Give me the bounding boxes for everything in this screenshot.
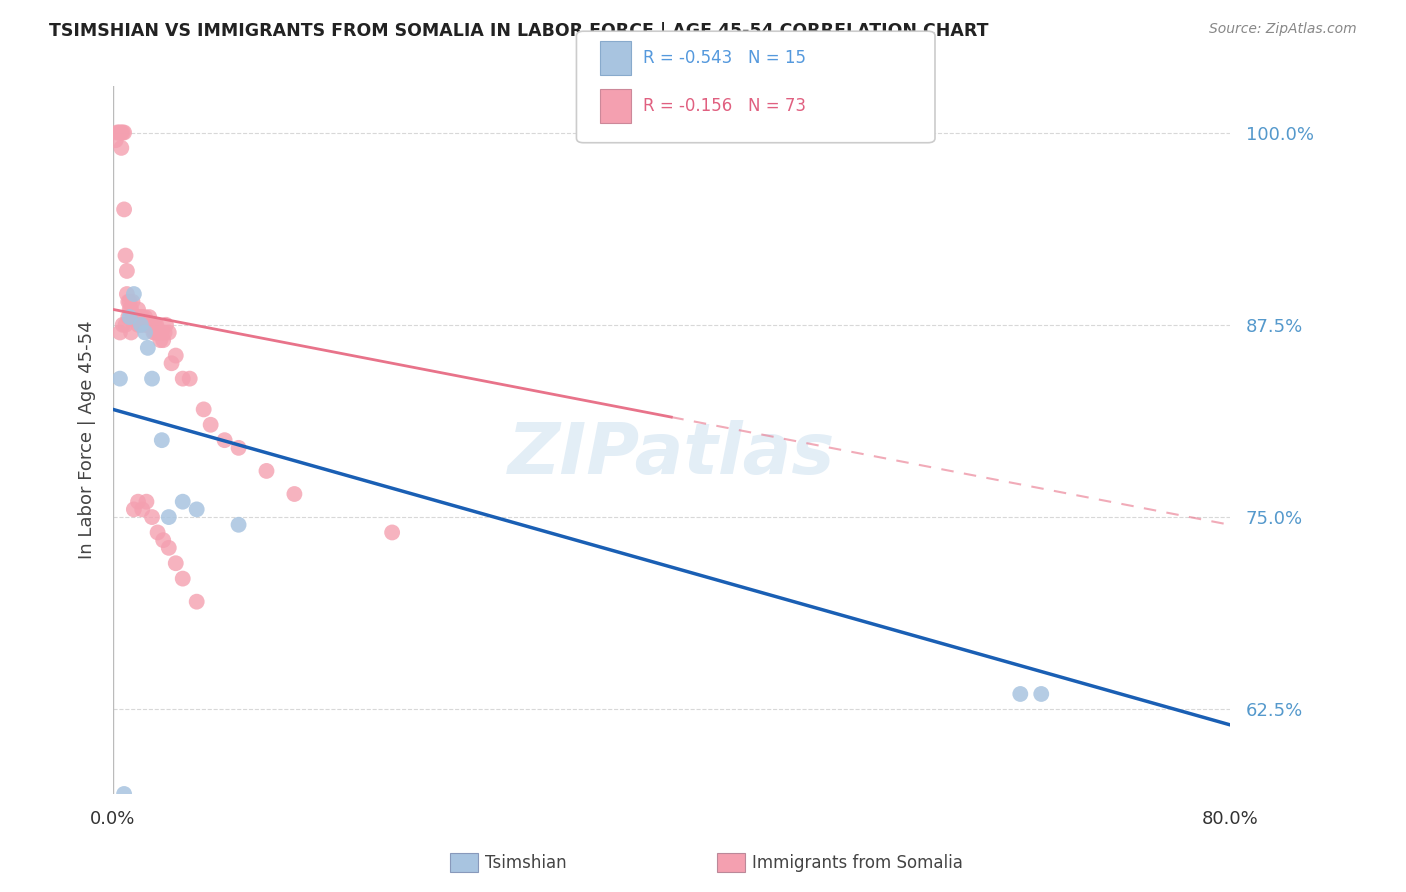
Point bbox=[141, 510, 163, 524]
Point bbox=[127, 494, 149, 508]
Point bbox=[127, 318, 149, 332]
Point bbox=[122, 310, 145, 324]
Point bbox=[136, 318, 159, 332]
Point bbox=[141, 371, 163, 385]
Point bbox=[179, 371, 201, 385]
Point bbox=[193, 402, 215, 417]
Point bbox=[1010, 687, 1032, 701]
Point bbox=[110, 126, 132, 140]
Text: Tsimshian: Tsimshian bbox=[485, 854, 567, 871]
Point bbox=[150, 433, 173, 447]
Point bbox=[256, 464, 278, 478]
Point bbox=[128, 310, 150, 324]
Point bbox=[122, 287, 145, 301]
Point bbox=[111, 126, 134, 140]
Point bbox=[153, 326, 176, 340]
Point bbox=[120, 326, 142, 340]
Point bbox=[283, 487, 305, 501]
Point bbox=[165, 556, 187, 570]
Text: TSIMSHIAN VS IMMIGRANTS FROM SOMALIA IN LABOR FORCE | AGE 45-54 CORRELATION CHAR: TSIMSHIAN VS IMMIGRANTS FROM SOMALIA IN … bbox=[49, 22, 988, 40]
Point bbox=[114, 249, 136, 263]
Point bbox=[148, 326, 170, 340]
Point bbox=[108, 126, 131, 140]
Point bbox=[152, 533, 174, 548]
Point bbox=[172, 494, 194, 508]
Point bbox=[155, 318, 177, 332]
Point bbox=[157, 510, 180, 524]
Point bbox=[200, 417, 222, 432]
Point bbox=[157, 541, 180, 555]
Point bbox=[214, 433, 236, 447]
Point bbox=[112, 787, 135, 801]
Point bbox=[228, 517, 250, 532]
Point bbox=[112, 126, 135, 140]
Point bbox=[120, 302, 142, 317]
Point bbox=[124, 310, 146, 324]
Point bbox=[141, 318, 163, 332]
Point bbox=[122, 502, 145, 516]
Point bbox=[118, 294, 141, 309]
Point bbox=[135, 318, 157, 332]
Point bbox=[131, 310, 153, 324]
Point bbox=[146, 525, 169, 540]
Text: R = -0.543   N = 15: R = -0.543 N = 15 bbox=[643, 49, 806, 67]
Point bbox=[138, 310, 160, 324]
Point bbox=[129, 310, 152, 324]
Point bbox=[149, 333, 172, 347]
Point bbox=[127, 302, 149, 317]
Point bbox=[186, 502, 208, 516]
Point bbox=[136, 341, 159, 355]
Point bbox=[160, 356, 183, 370]
Point bbox=[110, 141, 132, 155]
Point bbox=[129, 318, 152, 332]
Point bbox=[121, 294, 143, 309]
Point bbox=[114, 318, 136, 332]
Point bbox=[134, 326, 156, 340]
Point bbox=[125, 310, 148, 324]
Point bbox=[135, 494, 157, 508]
Point bbox=[117, 310, 139, 324]
Point bbox=[143, 326, 166, 340]
Point bbox=[142, 326, 165, 340]
Point bbox=[145, 318, 167, 332]
Point bbox=[143, 318, 166, 332]
Text: Immigrants from Somalia: Immigrants from Somalia bbox=[752, 854, 963, 871]
Point bbox=[129, 318, 152, 332]
Point bbox=[172, 572, 194, 586]
Y-axis label: In Labor Force | Age 45-54: In Labor Force | Age 45-54 bbox=[79, 321, 96, 559]
Point bbox=[112, 202, 135, 217]
Point bbox=[111, 318, 134, 332]
Point bbox=[104, 133, 127, 147]
Text: R = -0.156   N = 73: R = -0.156 N = 73 bbox=[643, 97, 806, 115]
Point bbox=[150, 326, 173, 340]
Point bbox=[118, 302, 141, 317]
Text: ZIPatlas: ZIPatlas bbox=[508, 420, 835, 489]
Point bbox=[115, 287, 138, 301]
Point bbox=[152, 333, 174, 347]
Point bbox=[139, 318, 162, 332]
Point bbox=[381, 525, 404, 540]
Point bbox=[134, 310, 156, 324]
Point bbox=[131, 502, 153, 516]
Point bbox=[165, 349, 187, 363]
Point bbox=[146, 326, 169, 340]
Point bbox=[108, 371, 131, 385]
Point bbox=[132, 318, 155, 332]
Point bbox=[118, 310, 141, 324]
Point bbox=[107, 126, 129, 140]
Text: Source: ZipAtlas.com: Source: ZipAtlas.com bbox=[1209, 22, 1357, 37]
Point bbox=[115, 264, 138, 278]
Point bbox=[186, 595, 208, 609]
Point bbox=[228, 441, 250, 455]
Point bbox=[105, 126, 128, 140]
Point bbox=[117, 294, 139, 309]
Point bbox=[1031, 687, 1053, 701]
Point bbox=[121, 310, 143, 324]
Point bbox=[108, 326, 131, 340]
Point bbox=[172, 371, 194, 385]
Point bbox=[157, 326, 180, 340]
